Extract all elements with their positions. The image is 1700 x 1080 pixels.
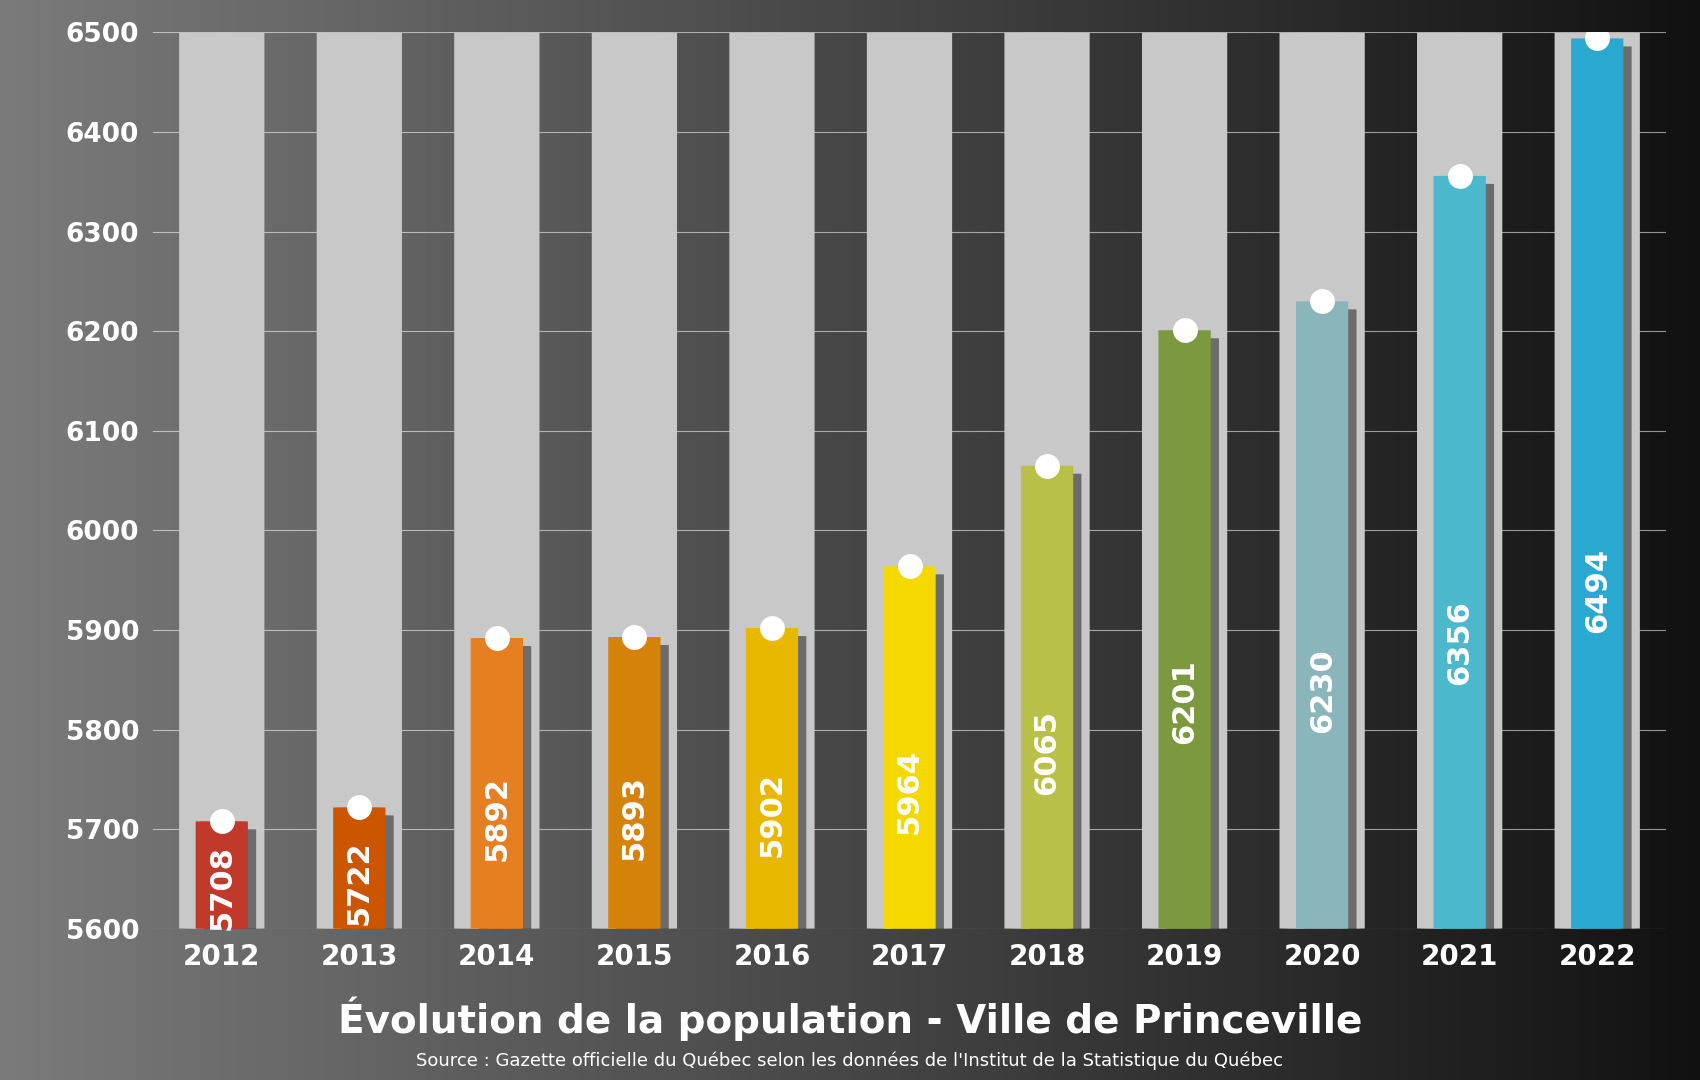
FancyBboxPatch shape xyxy=(729,32,814,929)
FancyBboxPatch shape xyxy=(196,821,248,929)
Text: 6230: 6230 xyxy=(1307,648,1336,732)
Text: 6356: 6356 xyxy=(1445,600,1474,685)
FancyBboxPatch shape xyxy=(746,627,797,929)
Text: 5708: 5708 xyxy=(207,846,236,930)
Point xyxy=(896,557,923,575)
FancyBboxPatch shape xyxy=(884,566,935,929)
FancyBboxPatch shape xyxy=(592,32,677,929)
FancyBboxPatch shape xyxy=(1579,46,1632,936)
FancyBboxPatch shape xyxy=(1295,301,1348,929)
FancyBboxPatch shape xyxy=(1418,32,1503,929)
FancyBboxPatch shape xyxy=(1142,32,1227,929)
Text: 5722: 5722 xyxy=(345,840,374,924)
FancyBboxPatch shape xyxy=(1442,184,1494,936)
Point xyxy=(1034,457,1061,474)
FancyBboxPatch shape xyxy=(1022,465,1073,929)
Point xyxy=(345,798,372,815)
FancyBboxPatch shape xyxy=(342,815,394,936)
Text: 5964: 5964 xyxy=(894,748,925,834)
FancyBboxPatch shape xyxy=(891,575,944,936)
FancyBboxPatch shape xyxy=(1028,474,1081,936)
FancyBboxPatch shape xyxy=(1166,338,1219,936)
Point xyxy=(1171,322,1198,339)
Point xyxy=(1447,167,1474,185)
Point xyxy=(1584,30,1612,48)
FancyBboxPatch shape xyxy=(1005,32,1090,929)
Text: 6494: 6494 xyxy=(1583,548,1612,633)
Point xyxy=(1309,293,1336,310)
Text: 5892: 5892 xyxy=(483,775,512,861)
FancyBboxPatch shape xyxy=(1554,32,1640,929)
Text: 6065: 6065 xyxy=(1032,711,1061,795)
Text: Évolution de la population - Ville de Princeville: Évolution de la population - Ville de Pr… xyxy=(338,996,1362,1041)
FancyBboxPatch shape xyxy=(609,637,661,929)
Text: 5902: 5902 xyxy=(758,772,787,858)
Text: 6201: 6201 xyxy=(1170,659,1198,744)
FancyBboxPatch shape xyxy=(454,32,539,929)
FancyBboxPatch shape xyxy=(1304,309,1357,936)
FancyBboxPatch shape xyxy=(316,32,401,929)
Text: Source : Gazette officielle du Québec selon les données de l'Institut de la Stat: Source : Gazette officielle du Québec se… xyxy=(416,1051,1284,1070)
FancyBboxPatch shape xyxy=(1433,176,1486,929)
FancyBboxPatch shape xyxy=(617,645,668,936)
FancyBboxPatch shape xyxy=(755,636,806,936)
FancyBboxPatch shape xyxy=(333,807,386,929)
Point xyxy=(620,629,648,646)
Point xyxy=(758,619,785,636)
Text: 5893: 5893 xyxy=(620,775,649,861)
FancyBboxPatch shape xyxy=(471,638,524,929)
FancyBboxPatch shape xyxy=(1571,39,1624,929)
FancyBboxPatch shape xyxy=(1158,330,1210,929)
FancyBboxPatch shape xyxy=(479,646,530,936)
FancyBboxPatch shape xyxy=(1280,32,1365,929)
Point xyxy=(483,630,510,647)
FancyBboxPatch shape xyxy=(204,829,257,936)
FancyBboxPatch shape xyxy=(178,32,265,929)
FancyBboxPatch shape xyxy=(867,32,952,929)
Point xyxy=(207,812,235,829)
